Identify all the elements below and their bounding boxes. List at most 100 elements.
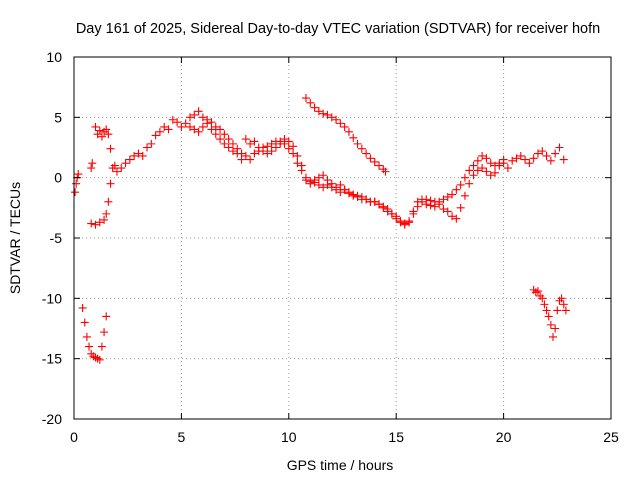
data-point	[538, 147, 547, 156]
data-point	[190, 110, 199, 119]
data-point	[491, 168, 500, 177]
data-point	[473, 156, 482, 165]
data-point	[525, 159, 534, 168]
data-point	[263, 142, 272, 151]
data-point	[336, 188, 345, 197]
data-point	[104, 130, 113, 139]
data-point	[314, 173, 323, 182]
data-point	[323, 180, 332, 189]
data-point	[542, 306, 551, 315]
data-point	[362, 195, 371, 204]
data-point	[521, 155, 530, 164]
data-point	[327, 113, 336, 122]
data-point	[306, 98, 315, 107]
data-point	[499, 155, 508, 164]
data-point	[102, 312, 111, 321]
series-rise2	[185, 119, 508, 228]
data-point	[443, 192, 452, 201]
data-point	[314, 107, 323, 116]
data-point	[306, 179, 315, 188]
series-dip1	[78, 303, 111, 364]
data-point	[297, 166, 306, 175]
data-point	[452, 214, 461, 223]
data-point	[561, 306, 570, 315]
data-point	[289, 149, 298, 158]
data-point	[344, 127, 353, 136]
data-point	[134, 149, 143, 158]
data-point	[546, 156, 555, 165]
data-point	[106, 179, 115, 188]
data-point	[185, 113, 194, 122]
data-point	[349, 191, 358, 200]
data-point	[344, 189, 353, 198]
y-tick-label: 10	[46, 49, 62, 65]
data-point	[559, 300, 568, 309]
data-point	[383, 207, 392, 216]
data-point	[198, 113, 207, 122]
y-axis-label: SDTVAR / TECUs	[7, 182, 23, 294]
data-point	[353, 139, 362, 148]
data-point	[203, 119, 212, 128]
data-point	[216, 135, 225, 144]
data-point	[207, 118, 216, 127]
data-point	[293, 159, 302, 168]
data-point	[97, 132, 106, 141]
data-point	[224, 143, 233, 152]
x-tick-label: 0	[70, 429, 78, 445]
data-point	[439, 195, 448, 204]
data-point	[246, 139, 255, 148]
data-point	[478, 164, 487, 173]
x-tick-label: 5	[178, 429, 186, 445]
data-point	[216, 125, 225, 134]
data-point	[559, 155, 568, 164]
data-point	[512, 154, 521, 163]
data-point	[211, 130, 220, 139]
data-point	[469, 171, 478, 180]
data-point	[508, 156, 517, 165]
data-point	[319, 171, 328, 180]
data-point	[102, 125, 111, 134]
data-point	[529, 154, 538, 163]
data-point	[284, 144, 293, 153]
data-point	[267, 139, 276, 148]
data-point	[439, 205, 448, 214]
data-point	[168, 115, 177, 124]
data-point	[164, 125, 173, 134]
data-point	[332, 115, 341, 124]
data-point	[396, 218, 405, 227]
data-point	[478, 151, 487, 160]
data-point	[443, 207, 452, 216]
data-point	[121, 159, 130, 168]
data-point	[370, 157, 379, 166]
data-point	[370, 197, 379, 206]
data-point	[323, 110, 332, 119]
data-point	[88, 159, 97, 168]
data-point	[379, 203, 388, 212]
data-point	[546, 320, 555, 329]
data-point	[422, 195, 431, 204]
data-point	[482, 167, 491, 176]
y-tick-label: 5	[54, 109, 62, 125]
data-point	[198, 122, 207, 131]
data-point	[177, 122, 186, 131]
data-point	[456, 203, 465, 212]
y-tick-label: 0	[54, 170, 62, 186]
data-point	[557, 294, 566, 303]
data-point	[538, 294, 547, 303]
data-point	[220, 139, 229, 148]
data-point	[102, 209, 111, 218]
data-point	[533, 149, 542, 158]
y-tick-label: -15	[42, 351, 62, 367]
data-point	[72, 179, 81, 188]
data-point	[375, 161, 384, 170]
data-point	[310, 178, 319, 187]
data-points	[71, 94, 570, 364]
data-point	[491, 161, 500, 170]
data-point	[544, 312, 553, 321]
data-point	[452, 185, 461, 194]
axis-ticks: 0 5 10 15 20 25 -20 -15 -10 -5 0 5 10	[42, 49, 619, 445]
data-point	[293, 151, 302, 160]
data-point	[349, 133, 358, 142]
data-point	[375, 200, 384, 209]
